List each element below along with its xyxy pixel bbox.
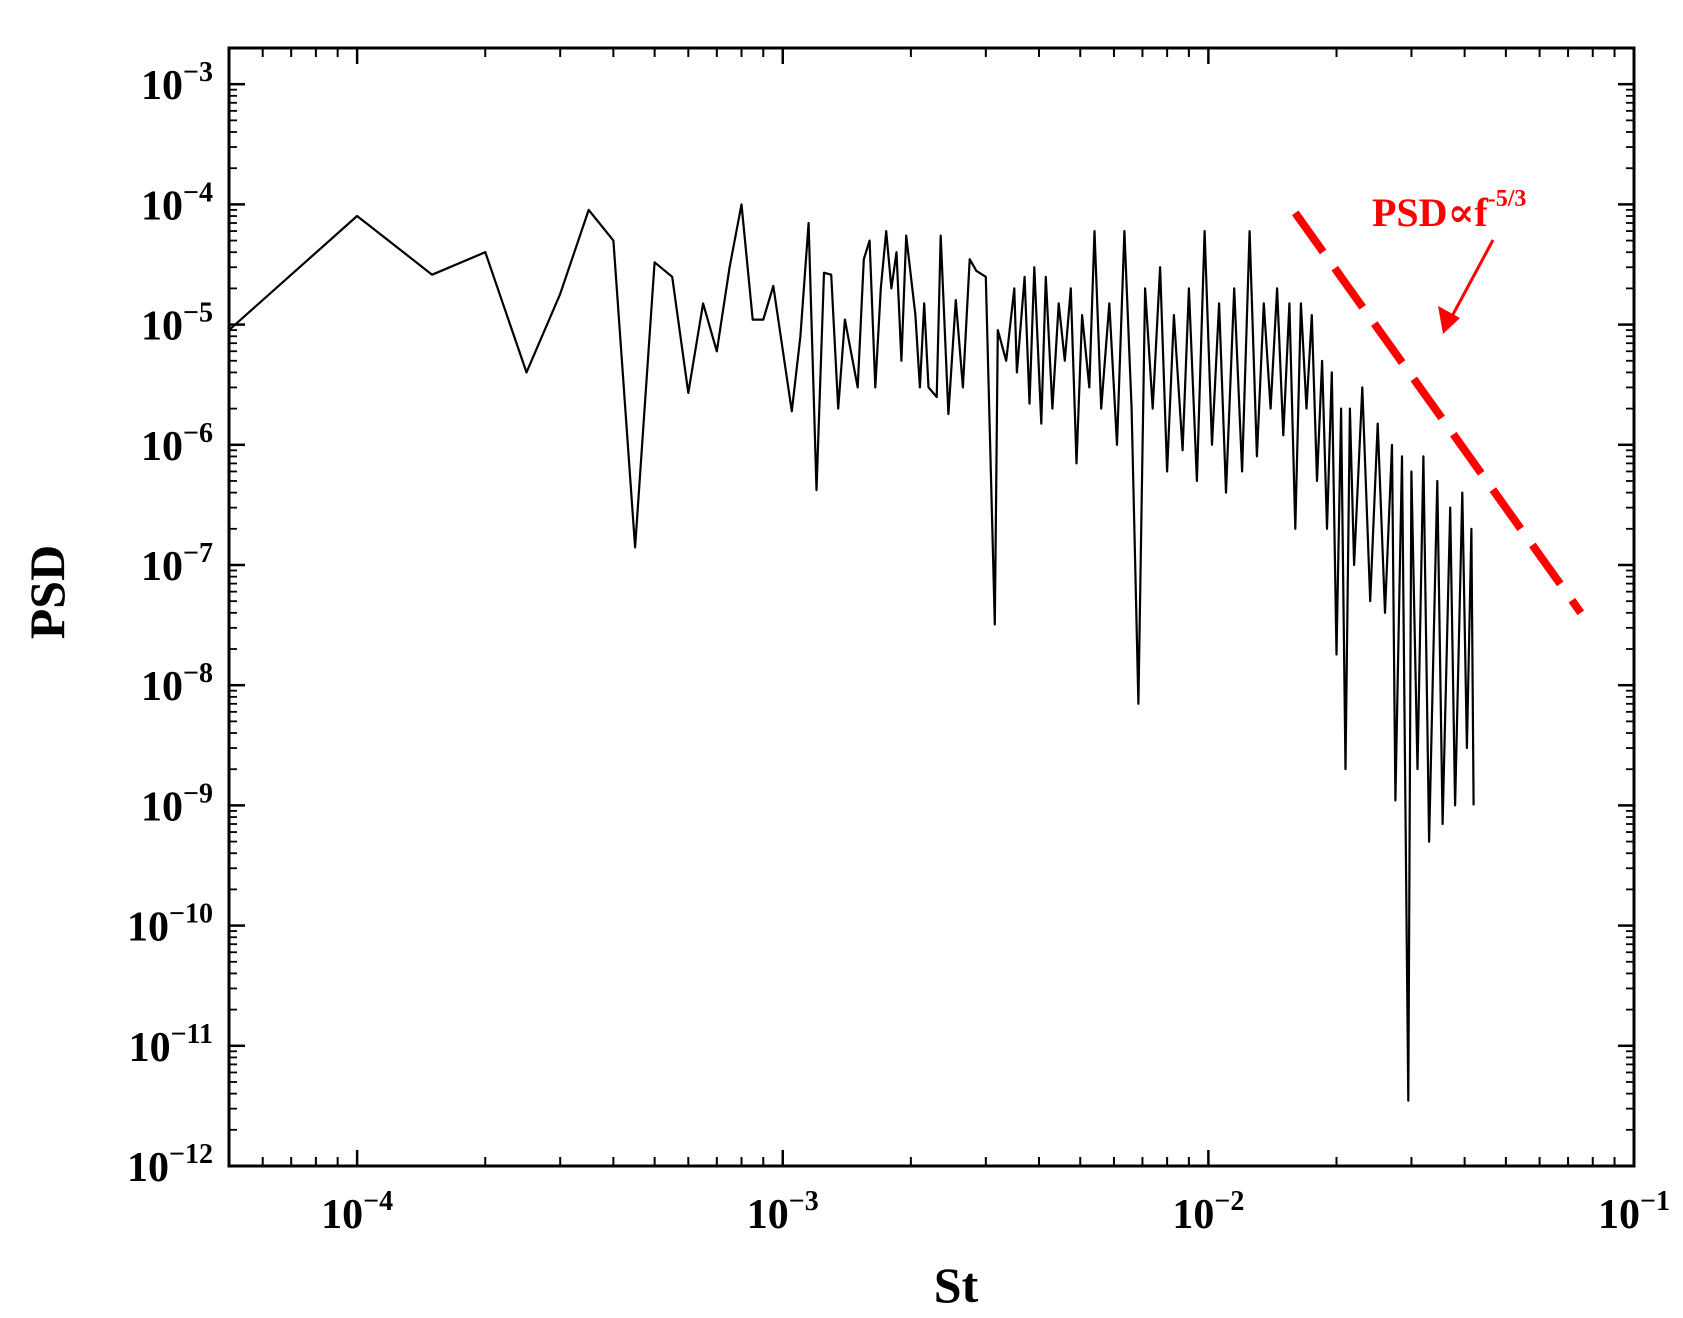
x-tick-label: 10−3 — [747, 1186, 819, 1238]
y-axis-title: PSD — [19, 545, 75, 639]
y-tick-label: 10−8 — [141, 658, 213, 710]
annotation-arrow-shaft — [1448, 239, 1495, 321]
slope-reference-line — [1291, 210, 1585, 616]
x-tick-label: 10−4 — [321, 1186, 393, 1238]
psd-series-line — [228, 203, 1475, 1102]
x-tick-label: 10−1 — [1598, 1186, 1670, 1238]
slope-annotation-text: PSD∝f-5/3 — [1372, 186, 1526, 235]
y-tick-label: 10−12 — [127, 1139, 213, 1191]
y-tick-label: 10−7 — [141, 538, 213, 590]
slope-annotation: PSD∝f-5/3 — [1372, 186, 1526, 334]
y-tick-label: 10−10 — [127, 899, 213, 951]
x-axis-title: St — [934, 1257, 979, 1313]
y-tick-label: 10−5 — [141, 298, 213, 350]
annotation-arrow-head — [1438, 306, 1460, 334]
y-tick-label: 10−11 — [129, 1019, 213, 1071]
plot-frame — [227, 46, 1636, 1168]
y-tick-label: 10−4 — [141, 177, 213, 229]
axis-tick-labels: 10−4 10−3 10−2 10−1 10−3 10−4 10−5 10−6 10−7 10−8… — [127, 57, 1670, 1238]
y-tick-label: 10−9 — [141, 778, 213, 830]
y-tick-label: 10−3 — [141, 57, 213, 109]
y-tick-label: 10−6 — [141, 418, 213, 470]
x-tick-label: 10−2 — [1172, 1186, 1244, 1238]
